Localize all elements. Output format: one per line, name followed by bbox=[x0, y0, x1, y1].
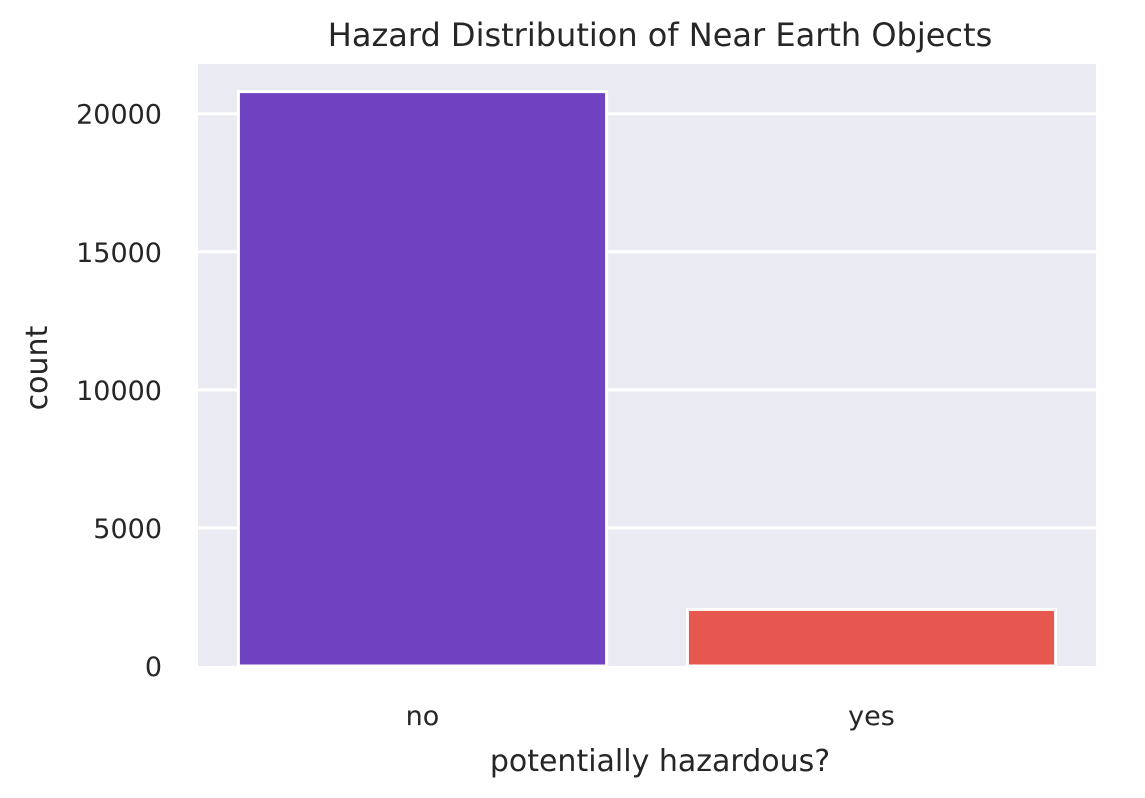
bar-no bbox=[236, 90, 609, 668]
y-tick-label: 20000 bbox=[76, 100, 162, 131]
y-tick-label: 0 bbox=[145, 652, 162, 683]
y-axis-label: count bbox=[20, 325, 55, 410]
bar-yes bbox=[685, 607, 1058, 668]
x-tick-labels: no yes bbox=[406, 701, 895, 732]
y-tick-label: 15000 bbox=[76, 238, 162, 269]
y-tick-label: 10000 bbox=[76, 376, 162, 407]
x-tick-label-no: no bbox=[406, 701, 440, 732]
y-tick-label: 5000 bbox=[93, 514, 162, 545]
x-tick-label-yes: yes bbox=[848, 701, 895, 732]
bars bbox=[236, 90, 1058, 668]
y-tick-labels: 0 5000 10000 15000 20000 bbox=[76, 100, 162, 683]
chart-title: Hazard Distribution of Near Earth Object… bbox=[328, 16, 992, 54]
x-axis-label: potentially hazardous? bbox=[490, 744, 830, 779]
